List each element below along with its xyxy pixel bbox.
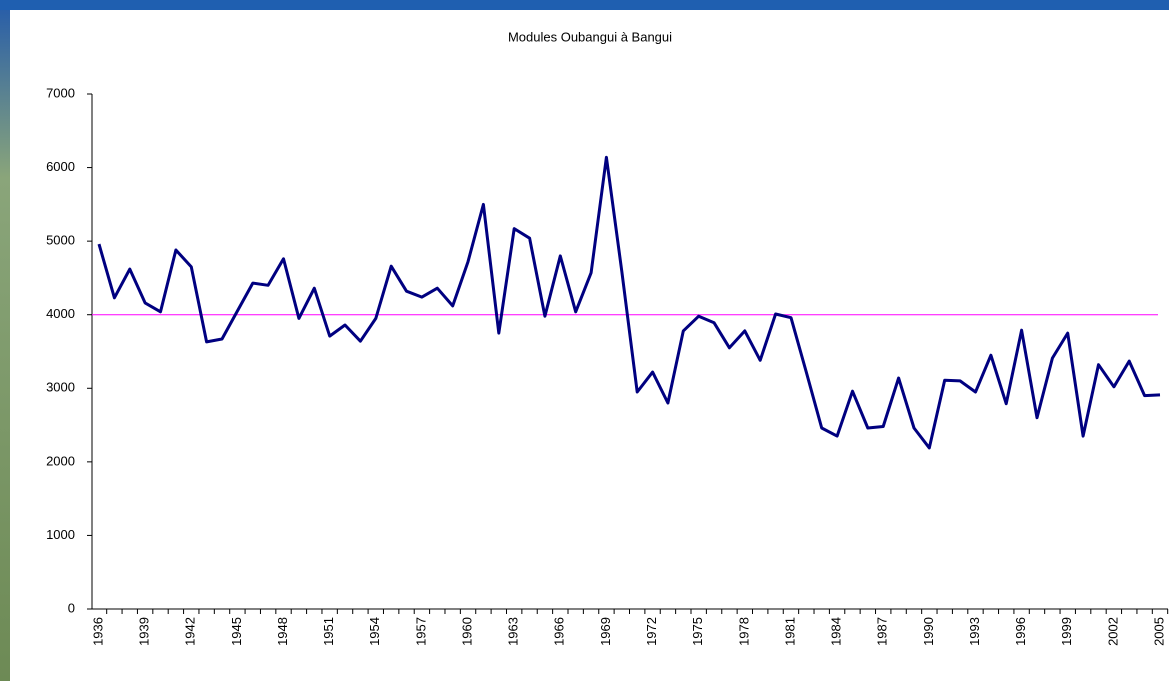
x-tick-label: 1966 <box>552 617 567 646</box>
y-tick-label: 6000 <box>46 159 75 174</box>
chart-area <box>10 10 1169 681</box>
background-strip <box>0 10 10 681</box>
x-tick-label: 1987 <box>875 617 890 646</box>
chart: Modules Oubangui à Bangui 0 1000 2000 3000 4… <box>0 0 1169 681</box>
x-tick-label: 1990 <box>921 617 936 646</box>
x-tick-label: 2005 <box>1151 617 1166 646</box>
x-tick-label: 1963 <box>506 617 521 646</box>
x-tick-label: 1954 <box>367 617 382 646</box>
x-tick-label: 1936 <box>90 617 105 646</box>
x-tick-label: 1960 <box>459 617 474 646</box>
x-tick-label: 1951 <box>321 617 336 646</box>
y-tick-label: 4000 <box>46 306 75 321</box>
x-tick-label: 1996 <box>1013 617 1028 646</box>
x-tick-label: 1969 <box>598 617 613 646</box>
window-bar <box>0 0 1169 10</box>
x-tick-label: 1993 <box>967 617 982 646</box>
x-tick-label: 1957 <box>413 617 428 646</box>
x-tick-label: 1939 <box>137 617 152 646</box>
x-tick-label: 1945 <box>229 617 244 646</box>
x-tick-label: 1942 <box>183 617 198 646</box>
x-tick-label: 2002 <box>1105 617 1120 646</box>
y-tick-label: 1000 <box>46 527 75 542</box>
x-tick-label: 1984 <box>829 617 844 646</box>
y-tick-label: 0 <box>68 600 75 615</box>
x-tick-label: 1948 <box>275 617 290 646</box>
chart-title: Modules Oubangui à Bangui <box>508 29 672 44</box>
x-tick-label: 1972 <box>644 617 659 646</box>
y-tick-label: 2000 <box>46 453 75 468</box>
y-tick-label: 3000 <box>46 380 75 395</box>
y-tick-label: 7000 <box>46 85 75 100</box>
screenshot: Modules Oubangui à Bangui 0 1000 2000 3000 4… <box>0 0 1169 681</box>
x-tick-label: 1999 <box>1059 617 1074 646</box>
x-tick-label: 1981 <box>782 617 797 646</box>
y-tick-label: 5000 <box>46 233 75 248</box>
x-tick-label: 1978 <box>736 617 751 646</box>
x-tick-label: 1975 <box>690 617 705 646</box>
